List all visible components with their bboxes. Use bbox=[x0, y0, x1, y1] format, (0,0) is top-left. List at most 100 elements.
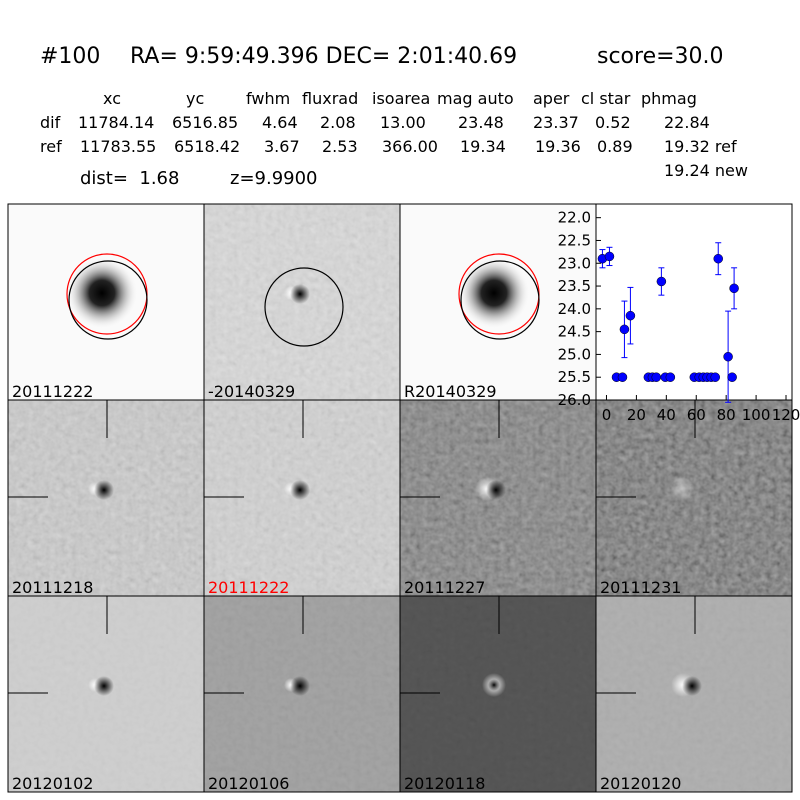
image-stamp: 20120120 bbox=[595, 595, 793, 793]
table-cell: 0.89 bbox=[597, 137, 633, 156]
column-header: phmag bbox=[641, 89, 697, 108]
column-header: fwhm bbox=[246, 89, 290, 108]
point bbox=[710, 372, 720, 382]
table-cell: 11783.55 bbox=[80, 137, 156, 156]
image-stamp: R20140329 bbox=[399, 203, 597, 401]
point bbox=[665, 372, 676, 382]
table-cell: 13.00 bbox=[380, 113, 426, 132]
point bbox=[727, 372, 737, 382]
column-header: mag auto bbox=[437, 89, 514, 108]
y-tick-label: 23.5 bbox=[558, 277, 591, 295]
column-header: yc bbox=[186, 89, 204, 108]
black-circle bbox=[460, 260, 540, 340]
y-tick-label: 25.0 bbox=[558, 345, 591, 363]
stamp-label: 20120120 bbox=[600, 774, 681, 793]
image-stamp: 20120106 bbox=[203, 595, 401, 793]
stamp-label: 20111231 bbox=[600, 578, 681, 597]
y-tick-label: 23.0 bbox=[558, 254, 591, 272]
image-stamp: 20120102 bbox=[7, 595, 205, 793]
redshift: z=9.9900 bbox=[230, 168, 318, 189]
column-header: cl star bbox=[581, 89, 631, 108]
image-stamp: 20111222 bbox=[203, 399, 401, 597]
image-stamp: 20111222 bbox=[7, 203, 205, 401]
x-tick-label: 60 bbox=[687, 406, 706, 424]
column-header: isoarea bbox=[372, 89, 430, 108]
black-circle bbox=[264, 267, 344, 347]
y-tick-label: 24.0 bbox=[558, 300, 591, 318]
stamp-label: 20120118 bbox=[404, 774, 485, 793]
stamp-label: 20120106 bbox=[208, 774, 289, 793]
point bbox=[604, 251, 615, 262]
x-tick-label: 100 bbox=[742, 406, 771, 424]
stamp-label: 20111218 bbox=[12, 578, 93, 597]
object-id: #100 bbox=[40, 44, 100, 69]
source-dark bbox=[290, 676, 310, 696]
stamp-label: -20140329 bbox=[208, 382, 295, 401]
image-stamp: 20111227 bbox=[399, 399, 597, 597]
y-tick-label: 26.0 bbox=[558, 391, 591, 409]
source-dark bbox=[682, 676, 702, 696]
table-cell: 3.67 bbox=[264, 137, 300, 156]
source-dark bbox=[488, 679, 500, 691]
x-tick-label: 20 bbox=[627, 406, 646, 424]
table-extra: 19.24 new bbox=[664, 161, 748, 180]
point bbox=[656, 276, 667, 287]
stamp-label: R20140329 bbox=[404, 382, 497, 401]
score: score=30.0 bbox=[597, 44, 724, 69]
table-cell: 366.00 bbox=[382, 137, 438, 156]
source-dark bbox=[94, 676, 114, 696]
y-tick-label: 22.5 bbox=[558, 231, 591, 249]
image-stamp: -20140329 bbox=[203, 203, 401, 401]
stamp-label: 20111227 bbox=[404, 578, 485, 597]
table-cell: 6516.85 bbox=[172, 113, 238, 132]
table-cell: 4.64 bbox=[262, 113, 298, 132]
table-cell: dif bbox=[40, 113, 61, 132]
point bbox=[729, 283, 739, 294]
y-tick-label: 24.5 bbox=[558, 323, 591, 341]
plot-area bbox=[595, 203, 793, 401]
source-dark bbox=[486, 480, 506, 500]
panels: 20111222 -20140329 R20140329 20111218 201112… bbox=[7, 203, 793, 793]
point bbox=[617, 372, 628, 382]
table-cell: 22.84 bbox=[664, 113, 710, 132]
point bbox=[619, 324, 630, 335]
source-dark bbox=[94, 480, 114, 500]
stamp-label: 20111222 bbox=[12, 382, 93, 401]
image-stamp: 20120118 bbox=[399, 595, 597, 793]
source-light bbox=[670, 477, 694, 501]
black-circle bbox=[68, 260, 148, 340]
distance: dist= 1.68 bbox=[80, 168, 179, 189]
table: xc yc fwhm fluxrad isoarea mag auto aper cl sta… bbox=[40, 89, 748, 180]
x-tick-label: 40 bbox=[657, 406, 676, 424]
stamp-label: 20120102 bbox=[12, 774, 93, 793]
source-dark bbox=[290, 480, 310, 500]
point bbox=[625, 310, 636, 321]
table-cell: 2.53 bbox=[322, 137, 358, 156]
table-cell: 19.32 ref bbox=[664, 137, 737, 156]
table-cell: 11784.14 bbox=[78, 113, 154, 132]
image-stamp: 20111218 bbox=[7, 399, 205, 597]
table-cell: 23.48 bbox=[458, 113, 504, 132]
table-cell: 23.37 bbox=[533, 113, 579, 132]
y-tick-label: 22.0 bbox=[558, 209, 591, 227]
table-cell: 19.34 bbox=[460, 137, 506, 156]
source bbox=[66, 257, 138, 329]
image-stamp: 20111231 bbox=[595, 399, 793, 597]
light-curve: 22.0 22.5 23.0 23.5 24.0 24.5 25.0 25.5 26.0 0 20 4… bbox=[558, 203, 800, 424]
source-dark bbox=[290, 284, 310, 304]
column-header: aper bbox=[533, 89, 570, 108]
coordinates: RA= 9:59:49.396 DEC= 2:01:40.69 bbox=[130, 44, 517, 69]
x-tick-label: 0 bbox=[602, 406, 612, 424]
column-header: fluxrad bbox=[302, 89, 358, 108]
table-cell: 2.08 bbox=[320, 113, 356, 132]
stamp-noise bbox=[596, 400, 792, 596]
stamp-label: 20111222 bbox=[208, 578, 289, 597]
point bbox=[723, 351, 733, 362]
y-tick-label: 25.5 bbox=[558, 368, 591, 386]
table-cell: 0.52 bbox=[595, 113, 631, 132]
x-tick-label: 120 bbox=[772, 406, 800, 424]
stamp-border bbox=[595, 595, 793, 793]
point bbox=[651, 372, 662, 382]
point bbox=[713, 253, 723, 264]
